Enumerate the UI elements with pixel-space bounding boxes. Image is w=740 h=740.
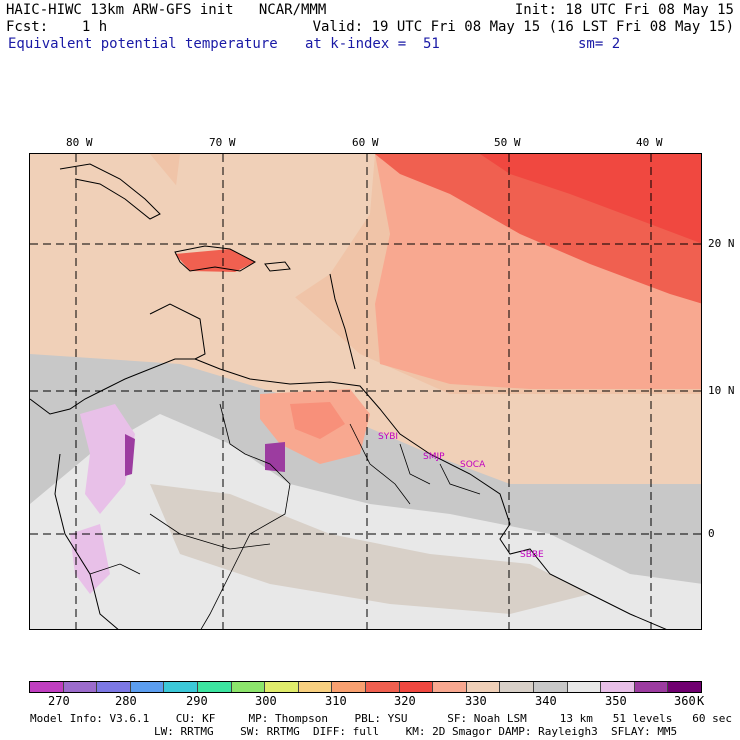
coastlines <box>30 163 667 629</box>
station-label: SYBI <box>378 432 399 442</box>
color-scale-label: 270 <box>48 694 70 708</box>
color-swatch <box>332 682 366 692</box>
color-scale-bar <box>29 681 702 693</box>
color-swatch <box>533 682 568 692</box>
color-swatch <box>30 682 64 692</box>
theta-e-map: SYBI SMJP SOCA SBBE <box>29 153 702 630</box>
color-scale-label: 280 <box>115 694 137 708</box>
color-swatch <box>231 682 266 692</box>
color-swatch <box>365 682 400 692</box>
color-swatch <box>466 682 501 692</box>
borders <box>89 403 481 629</box>
color-scale-label: 350 <box>605 694 627 708</box>
color-swatch <box>500 682 534 692</box>
lat-label-10n: 10 N <box>708 384 735 397</box>
color-swatch <box>433 682 467 692</box>
forecast-hour: Fcst: 1 h <box>6 19 108 35</box>
color-swatch <box>164 682 198 692</box>
color-swatch <box>130 682 165 692</box>
color-swatch <box>399 682 434 692</box>
color-scale-label: 340 <box>535 694 557 708</box>
level-info: at k-index = 51 <box>305 36 440 52</box>
color-scale-label: 290 <box>186 694 208 708</box>
model-info-line1: Model Info: V3.6.1 CU: KF MP: Thompson P… <box>30 712 732 725</box>
color-scale-label: 360 <box>674 694 696 708</box>
lat-label-20n: 20 N <box>708 237 735 250</box>
field-name: Equivalent potential temperature <box>8 36 278 52</box>
lon-label-40w: 40 W <box>636 136 663 149</box>
color-swatch <box>63 682 98 692</box>
color-swatch <box>97 682 131 692</box>
model-title: HAIC-HIWC 13km ARW-GFS init NCAR/MMM <box>6 2 327 18</box>
station-label: SOCA <box>460 460 486 470</box>
color-scale-label: 300 <box>255 694 277 708</box>
color-scale-label: 330 <box>465 694 487 708</box>
color-swatch <box>634 682 669 692</box>
map-shading <box>30 154 701 629</box>
color-swatch <box>298 682 333 692</box>
color-scale-label: 310 <box>325 694 347 708</box>
station-label: SMJP <box>423 452 445 462</box>
init-time: Init: 18 UTC Fri 08 May 15 <box>514 2 734 18</box>
model-info-line2: LW: RRTMG SW: RRTMG DIFF: full KM: 2D Sm… <box>154 725 678 738</box>
station-label: SBBE <box>520 550 544 560</box>
color-swatch <box>567 682 602 692</box>
color-scale-label: 320 <box>394 694 416 708</box>
lon-label-60w: 60 W <box>352 136 379 149</box>
lon-label-80w: 80 W <box>66 136 93 149</box>
color-swatch <box>197 682 232 692</box>
lon-label-50w: 50 W <box>494 136 521 149</box>
lon-label-70w: 70 W <box>209 136 236 149</box>
color-swatch <box>265 682 299 692</box>
valid-time: Valid: 19 UTC Fri 08 May 15 (16 LST Fri … <box>312 19 734 35</box>
lat-label-0: 0 <box>708 527 715 540</box>
color-swatch <box>601 682 635 692</box>
color-swatch <box>668 682 701 692</box>
color-scale-label: K <box>697 694 705 708</box>
smoothing-info: sm= 2 <box>578 36 621 52</box>
